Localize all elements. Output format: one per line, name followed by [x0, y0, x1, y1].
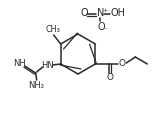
Text: NH₂: NH₂ — [28, 81, 44, 90]
Text: OH: OH — [111, 8, 126, 18]
Text: NH: NH — [13, 59, 26, 68]
Text: CH₃: CH₃ — [45, 25, 60, 34]
Text: HN: HN — [41, 60, 54, 70]
Text: ⁻: ⁻ — [103, 25, 107, 34]
Text: +: + — [102, 8, 108, 12]
Text: N: N — [97, 8, 105, 18]
Text: O: O — [107, 74, 114, 83]
Text: O: O — [80, 8, 88, 18]
Text: O: O — [97, 22, 105, 32]
Text: O: O — [119, 59, 126, 68]
